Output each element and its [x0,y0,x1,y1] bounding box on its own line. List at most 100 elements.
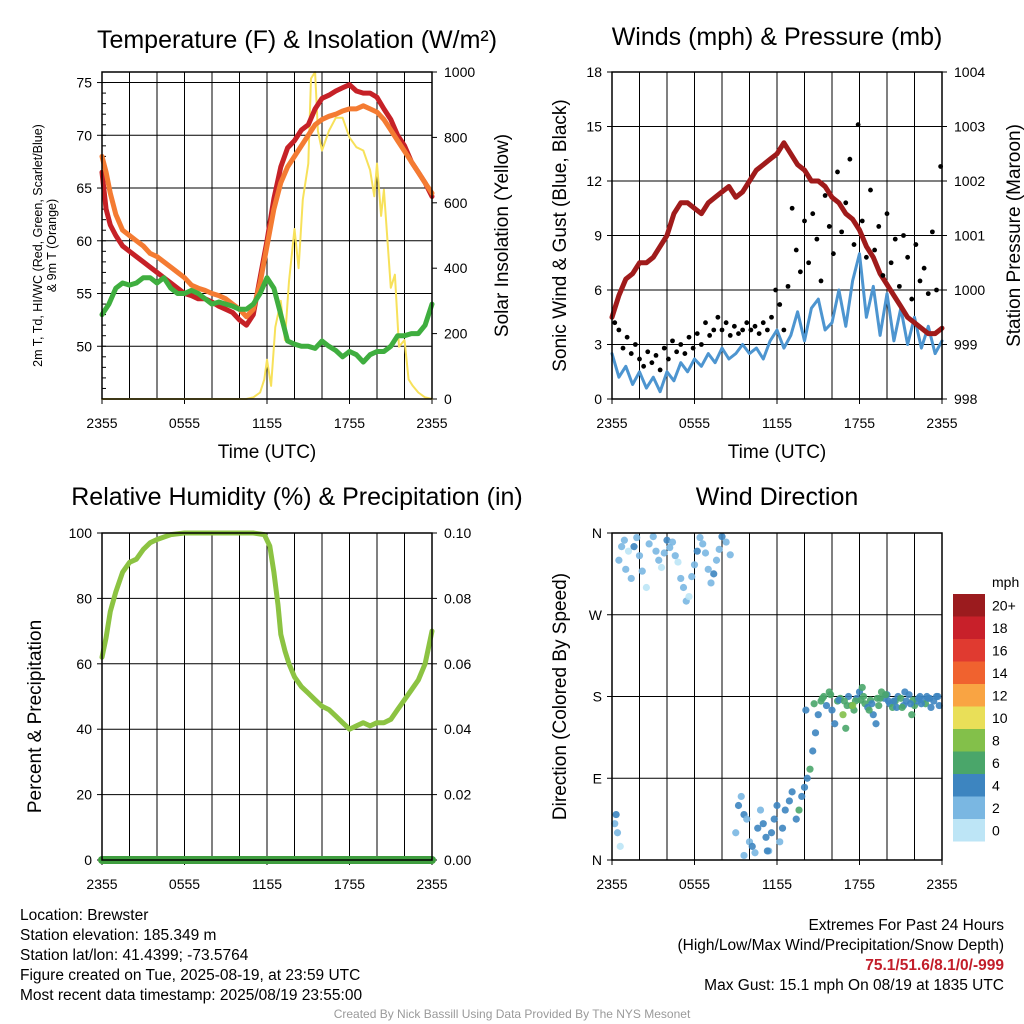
gust-point [880,273,886,278]
direction-point [875,701,883,710]
direction-point [827,691,835,699]
gust-point [847,156,853,162]
direction-point [785,797,793,805]
x-tick-label: 0555 [679,876,710,892]
gust-point [756,331,762,336]
y-right-tick-label: 1003 [954,119,985,135]
extremes-title: Extremes For Past 24 Hours [808,917,1004,934]
legend-swatch [953,729,985,752]
direction-point [927,703,935,712]
y-right-tick-label: 1002 [954,173,985,189]
y-axis-label: Sonic Wind & Gust (Blue, Black) [550,99,571,371]
y-tick-label: 15 [586,119,602,135]
legend-swatch [953,751,985,774]
direction-point [657,563,666,572]
legend-label: 8 [992,732,1000,748]
created-text: Figure created on Tue, 2025-08-19, at 23… [20,967,361,984]
direction-point [898,703,906,712]
gust-point [777,302,783,307]
gust-point [888,260,894,266]
gust-point [797,269,803,275]
direction-point [690,561,699,569]
x-axis-label: Time (UTC) [218,442,317,463]
gust-point [851,242,857,247]
direction-point [865,706,873,714]
direction-point [677,574,685,583]
y-tick-label: N [592,525,602,541]
y-axis-label-line2: & 9m T (Orange) [45,199,59,292]
y-tick-label: 70 [76,127,92,143]
y-tick-label: E [593,770,602,786]
direction-point [835,696,843,704]
legend-label: 14 [992,665,1008,681]
direction-point [652,547,660,555]
direction-point [620,536,628,544]
direction-point [868,700,876,708]
direction-point [917,700,925,708]
y-right-tick-label: 0 [444,391,452,407]
gust-point [674,349,680,355]
direction-point [806,765,814,773]
gust-point [769,314,774,320]
direction-point [655,556,663,564]
gust-point [744,320,750,326]
direction-point [630,543,638,551]
gust-point [641,363,647,369]
direction-point [666,543,674,552]
gust-point [727,333,733,338]
direction-point [809,747,817,755]
y-right-tick-label: 200 [444,326,468,342]
gust-point [723,320,729,326]
panel-title: Wind Direction [696,483,859,511]
direction-point [763,847,771,855]
recent-data-text: Most recent data timestamp: 2025/08/19 2… [20,987,363,1004]
gust-point [703,320,708,326]
legend-label: 4 [992,777,1000,793]
x-tick-label: 2355 [416,876,447,892]
gust-point [661,345,667,351]
direction-point [645,540,653,548]
direction-point [915,694,923,702]
x-tick-label: 1755 [334,876,365,892]
gust-point [645,349,651,355]
gust-point [740,327,746,333]
y-tick-label: 60 [76,656,92,672]
direction-point [642,583,650,592]
gust-point [781,327,787,333]
direction-point [800,783,809,791]
direction-point [685,592,693,601]
gust-point [855,122,861,128]
panel-title: Winds (mph) & Pressure (mb) [612,23,943,51]
direction-point [674,558,682,566]
direction-point [737,792,745,801]
gust-point [892,236,898,242]
gust-point [896,283,902,289]
direction-point [633,533,641,542]
legend-label: 10 [992,710,1008,726]
gust-point [682,351,688,356]
gust-point [670,338,675,344]
gust-point [818,278,824,284]
direction-point [688,573,696,581]
y-right-tick-label: 0.06 [444,656,471,672]
gust-point [649,360,655,366]
direction-point [627,574,635,583]
direction-point [751,849,759,857]
direction-point [831,720,839,728]
gust-point [835,169,840,175]
x-tick-label: 2355 [596,876,627,892]
y-tick-label: 40 [76,721,92,737]
direction-point [696,533,704,542]
max-gust-text: Max Gust: 15.1 mph On 08/19 at 1835 UTC [704,977,1004,994]
y-right-tick-label: 998 [954,391,978,407]
direction-point [638,567,646,575]
location-text: Location: Brewster [20,907,149,924]
direction-point [814,711,822,719]
y-right-tick-label: 800 [444,129,468,145]
direction-point [622,565,630,573]
latlon-text: Station lat/lon: 41.4399; -73.5764 [20,947,249,964]
gust-point [665,356,671,362]
gust-point [839,229,845,235]
legend-swatch [953,774,985,797]
speed-legend: mph 20+ 18 16 14 12 10 8 6 4 2 0 [953,574,1019,842]
